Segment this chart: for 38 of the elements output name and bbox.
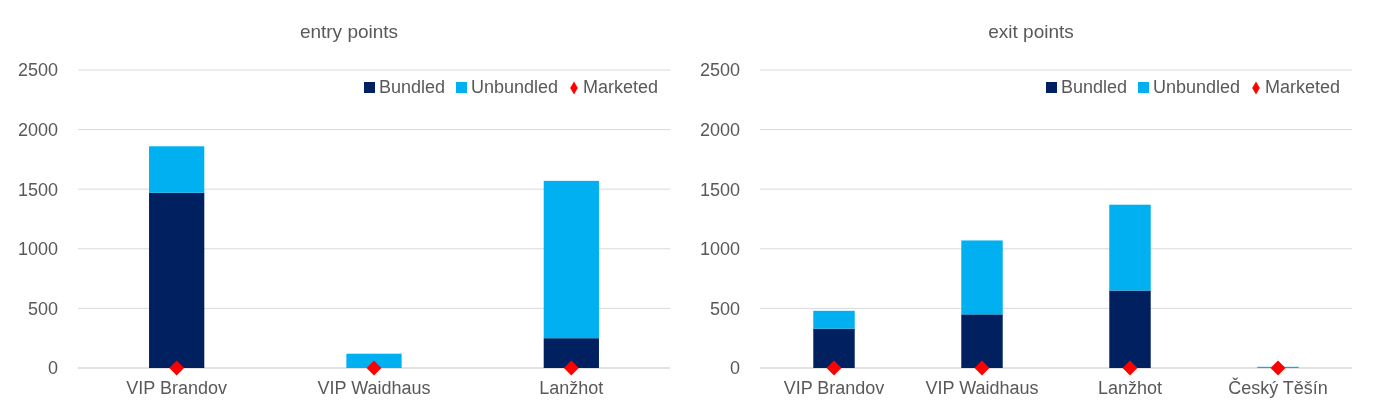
legend-label: Marketed xyxy=(1265,77,1341,97)
y-tick-label: 2500 xyxy=(17,60,58,81)
bar xyxy=(1109,204,1151,291)
bar xyxy=(961,314,1003,368)
x-tick-label: VIP Waidhaus xyxy=(925,378,1039,398)
y-tick-label: 2000 xyxy=(699,119,740,140)
y-tick-label: 1000 xyxy=(17,239,58,260)
bar xyxy=(149,146,205,193)
y-tick-label: 0 xyxy=(729,358,740,379)
legend-label: Unbundled xyxy=(471,77,559,97)
x-tick-label: VIP Brandov xyxy=(126,378,228,398)
x-tick-label: Český Těšín xyxy=(1228,377,1328,398)
bar xyxy=(813,310,855,329)
bar xyxy=(543,338,599,368)
y-tick-label: 1500 xyxy=(699,179,740,200)
y-tick-label: 1000 xyxy=(699,239,740,260)
bar xyxy=(543,180,599,339)
x-tick-label: Lanžhot xyxy=(539,378,604,398)
y-tick-label: 2500 xyxy=(699,60,740,81)
y-tick-label: 0 xyxy=(47,358,58,379)
chart-title: exit points xyxy=(988,21,1074,42)
bar xyxy=(961,240,1003,315)
legend-label: Unbundled xyxy=(1153,77,1241,97)
legend-label: Bundled xyxy=(1061,77,1128,97)
y-tick-label: 1500 xyxy=(17,179,58,200)
x-tick-label: Lanžhot xyxy=(1097,378,1163,398)
bar xyxy=(1109,290,1151,368)
bar xyxy=(149,192,205,368)
y-tick-label: 2000 xyxy=(17,119,58,140)
legend-label: Marketed xyxy=(583,77,659,97)
y-tick-label: 500 xyxy=(709,298,740,319)
x-tick-label: VIP Waidhaus xyxy=(317,378,431,398)
bar xyxy=(813,328,855,368)
chart-title: entry points xyxy=(299,21,399,42)
bar xyxy=(346,353,402,368)
y-tick-label: 500 xyxy=(27,298,58,319)
x-tick-label: VIP Brandov xyxy=(783,378,885,398)
legend-label: Bundled xyxy=(379,77,446,97)
